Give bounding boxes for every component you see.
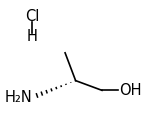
Text: Cl: Cl [25, 9, 39, 24]
Text: H₂N: H₂N [4, 90, 32, 105]
Text: OH: OH [119, 83, 142, 98]
Text: H: H [27, 29, 38, 44]
